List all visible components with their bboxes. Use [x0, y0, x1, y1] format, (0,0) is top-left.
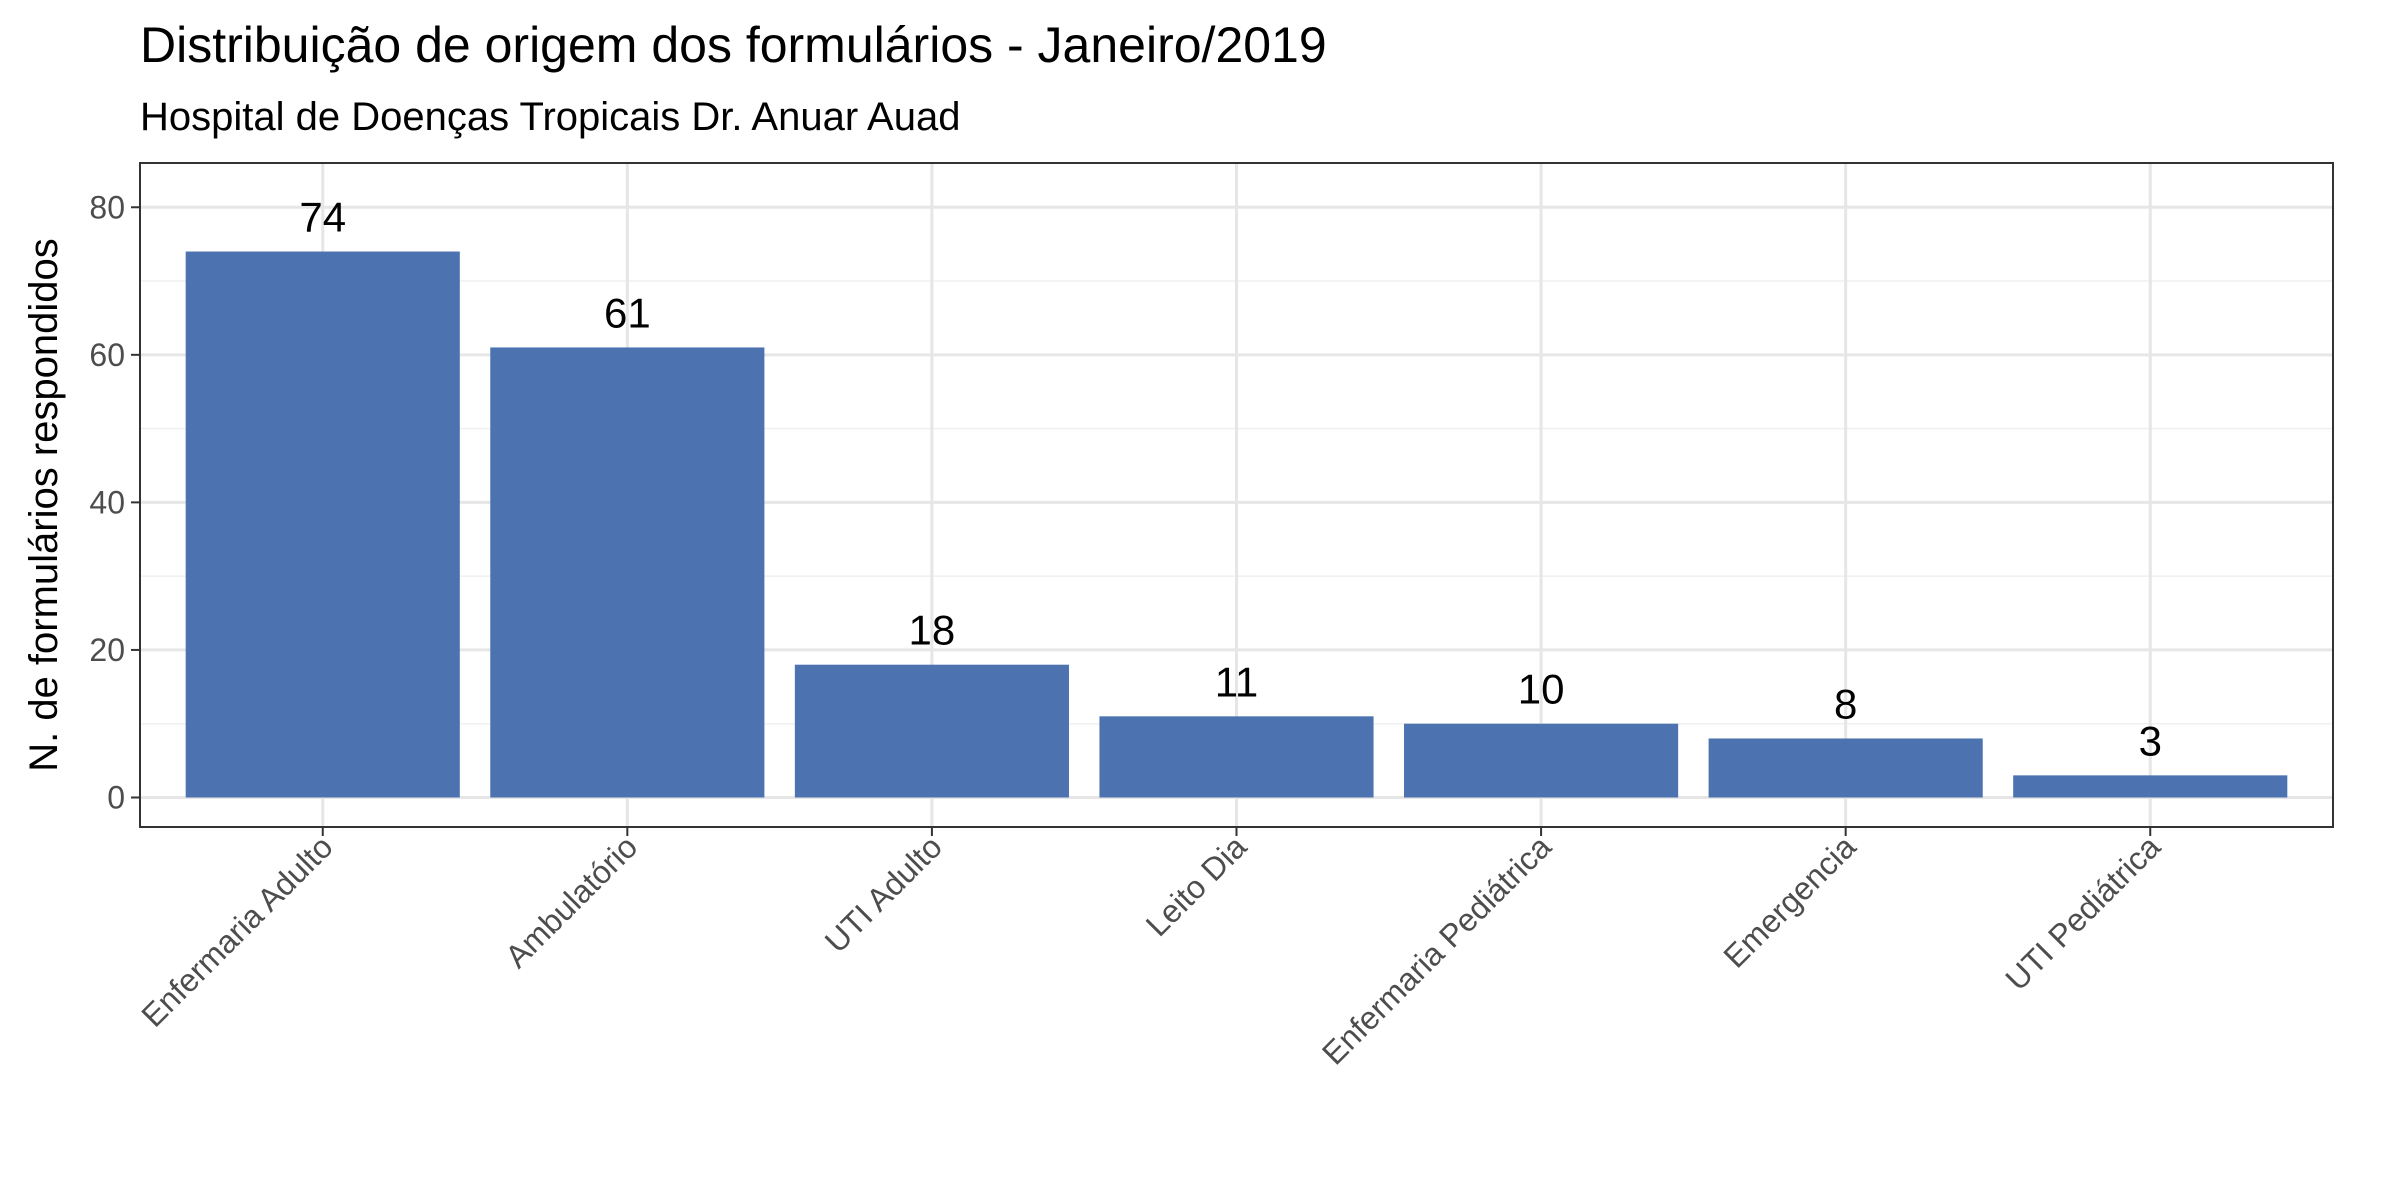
- bar: [1099, 716, 1374, 798]
- bar-value-label: 74: [299, 194, 346, 241]
- x-tick-label: UTI Adulto: [818, 828, 949, 959]
- x-axis: Enfermaria Adulto Ambulatório UTI Adulto Le…: [134, 827, 2167, 1072]
- x-tick-label: UTI Pediátrica: [1998, 828, 2167, 997]
- bar: [185, 251, 460, 798]
- y-tick-label: 0: [107, 779, 125, 815]
- y-axis: 0 20 40 60 80: [89, 189, 140, 815]
- y-tick-label: 60: [89, 337, 125, 373]
- x-tick-label: Enfermaria Pediátrica: [1315, 828, 1558, 1071]
- x-tick-label: Ambulatório: [498, 828, 644, 974]
- bar: [2013, 775, 2288, 798]
- chart-title: Distribuição de origem dos formulários -…: [140, 17, 1327, 73]
- bar: [490, 347, 765, 798]
- chart-subtitle: Hospital de Doenças Tropicais Dr. Anuar …: [140, 95, 960, 139]
- bar-value-label: 8: [1834, 680, 1857, 727]
- x-tick-label: Enfermaria Adulto: [134, 828, 339, 1033]
- bar-value-label: 61: [604, 289, 651, 336]
- bar: [794, 664, 1069, 798]
- y-tick-label: 80: [89, 189, 125, 225]
- bar-value-label: 18: [909, 607, 956, 654]
- bar: [1404, 723, 1679, 798]
- y-tick-label: 40: [89, 484, 125, 520]
- y-tick-label: 20: [89, 632, 125, 668]
- y-axis-label: N. de formulários respondidos: [22, 238, 66, 772]
- x-tick-label: Leito Dia: [1139, 828, 1254, 943]
- bar: [1708, 738, 1983, 798]
- bar-value-label: 11: [1215, 658, 1259, 705]
- data-labels-group: 74 61 18 11 10 8 3: [299, 194, 2162, 765]
- bars-group: [185, 251, 2288, 798]
- x-tick-label: Emergencia: [1716, 828, 1862, 974]
- bar-value-label: 3: [2139, 717, 2162, 764]
- bar-value-label: 10: [1518, 666, 1565, 713]
